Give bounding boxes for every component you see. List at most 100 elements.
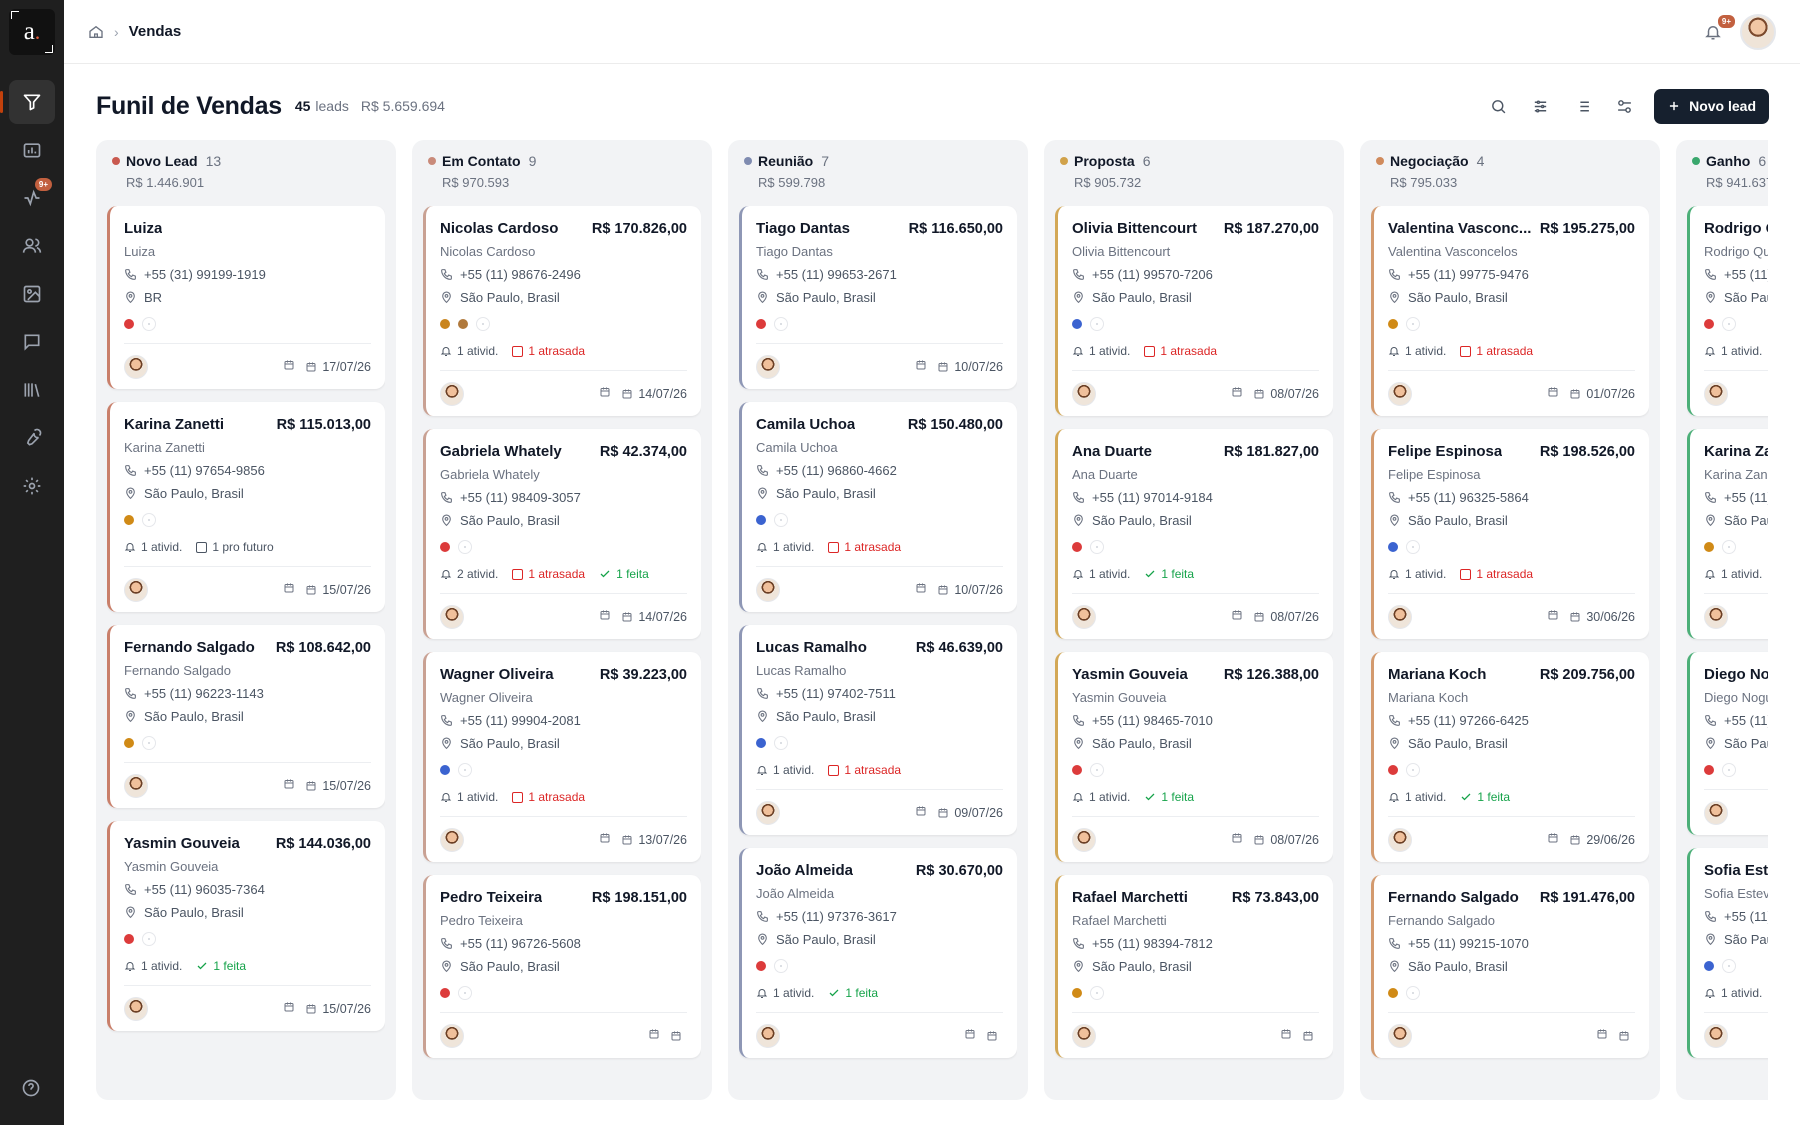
lead-card[interactable]: Diego Nogueira Diego Nogueira +55 (11) São … [1687, 652, 1768, 835]
breadcrumb-home[interactable] [88, 24, 104, 40]
activity-overdue[interactable]: 1 atrasada [1460, 344, 1533, 358]
lead-tag-dot[interactable] [1704, 319, 1714, 329]
schedule-button[interactable] [599, 832, 611, 847]
nav-activity[interactable]: 9+ [9, 176, 55, 220]
activity-future[interactable]: 1 pro futuro [196, 540, 274, 554]
activity-count[interactable]: 1 ativid. [124, 959, 182, 973]
activity-count[interactable]: 1 ativid. [1388, 567, 1446, 581]
lead-tag-dot[interactable] [1072, 988, 1082, 998]
lead-tag-dot[interactable] [1072, 542, 1082, 552]
search-button[interactable] [1482, 90, 1514, 122]
activity-overdue[interactable]: 1 atrasada [512, 790, 585, 804]
activity-overdue[interactable]: 1 atrasada [1460, 567, 1533, 581]
lead-tag-dot[interactable] [124, 934, 134, 944]
lead-tag-dot[interactable] [1388, 319, 1398, 329]
activity-done[interactable]: 1 feita [1144, 567, 1194, 581]
owner-avatar[interactable] [440, 827, 464, 852]
list-view-button[interactable] [1566, 90, 1598, 122]
lead-card[interactable]: Fernando Salgado R$ 108.642,00 Fernando Sa… [107, 625, 385, 808]
nav-tools[interactable] [9, 416, 55, 460]
activity-count[interactable]: 1 ativid. [756, 986, 814, 1000]
owner-avatar[interactable] [756, 577, 780, 602]
nav-library[interactable] [9, 368, 55, 412]
owner-avatar[interactable] [440, 604, 464, 629]
activity-overdue[interactable]: 1 atrasada [828, 763, 901, 777]
lead-tag-dot[interactable] [1704, 765, 1714, 775]
lead-card[interactable]: Karina Zanetti Karina Zanetti +55 (11) São … [1687, 429, 1768, 639]
add-tag-button[interactable] [458, 540, 472, 554]
schedule-button[interactable] [1231, 832, 1243, 847]
owner-avatar[interactable] [756, 1023, 780, 1048]
activity-overdue[interactable]: 1 atrasada [828, 540, 901, 554]
schedule-button[interactable] [599, 386, 611, 401]
column-header[interactable]: Novo Lead 13 R$ 1.446.901 [96, 140, 396, 206]
add-tag-button[interactable] [142, 736, 156, 750]
schedule-button[interactable] [915, 359, 927, 374]
owner-avatar[interactable] [1388, 1023, 1412, 1048]
schedule-button[interactable] [648, 1028, 660, 1043]
activity-count[interactable]: 1 ativid. [1704, 567, 1762, 581]
owner-avatar[interactable] [124, 354, 148, 379]
add-tag-button[interactable] [476, 317, 490, 331]
add-tag-button[interactable] [774, 317, 788, 331]
column-header[interactable]: Reunião 7 R$ 599.798 [728, 140, 1028, 206]
lead-card[interactable]: Wagner Oliveira R$ 39.223,00 Wagner Olivei… [423, 652, 701, 862]
add-tag-button[interactable] [142, 513, 156, 527]
lead-tag-dot[interactable] [1072, 765, 1082, 775]
lead-card[interactable]: Mariana Koch R$ 209.756,00 Mariana Koch +55… [1371, 652, 1649, 862]
add-tag-button[interactable] [142, 932, 156, 946]
activity-count[interactable]: 1 ativid. [1388, 790, 1446, 804]
lead-tag-dot[interactable] [756, 961, 766, 971]
lead-card[interactable]: João Almeida R$ 30.670,00 João Almeida +55 … [739, 848, 1017, 1058]
add-tag-button[interactable] [774, 959, 788, 973]
owner-avatar[interactable] [440, 381, 464, 406]
lead-card[interactable]: Tiago Dantas R$ 116.650,00 Tiago Dantas +55… [739, 206, 1017, 389]
activity-count[interactable]: 1 ativid. [440, 344, 498, 358]
schedule-button[interactable] [283, 778, 295, 793]
lead-card[interactable]: Felipe Espinosa R$ 198.526,00 Felipe Espin… [1371, 429, 1649, 639]
lead-card[interactable]: Karina Zanetti R$ 115.013,00 Karina Zanett… [107, 402, 385, 612]
lead-card[interactable]: Yasmin Gouveia R$ 144.036,00 Yasmin Gouvei… [107, 821, 385, 1031]
nav-media[interactable] [9, 272, 55, 316]
activity-count[interactable]: 1 ativid. [756, 763, 814, 777]
activity-done[interactable]: 1 feita [196, 959, 246, 973]
lead-tag-dot[interactable] [440, 765, 450, 775]
add-tag-button[interactable] [1090, 763, 1104, 777]
lead-card[interactable]: Luiza Luiza +55 (31) 99199-1919 BR 17/07/26 [107, 206, 385, 389]
activity-count[interactable]: 1 ativid. [1388, 344, 1446, 358]
schedule-button[interactable] [1231, 386, 1243, 401]
schedule-button[interactable] [1231, 609, 1243, 624]
lead-card[interactable]: Valentina Vasconc... R$ 195.275,00 Valenti… [1371, 206, 1649, 416]
schedule-button[interactable] [283, 582, 295, 597]
lead-tag-dot[interactable] [440, 988, 450, 998]
owner-avatar[interactable] [1704, 604, 1728, 629]
lead-tag-dot[interactable] [756, 319, 766, 329]
activity-done[interactable]: 1 feita [599, 567, 649, 581]
activity-overdue[interactable]: 1 atrasada [512, 344, 585, 358]
add-tag-button[interactable] [458, 986, 472, 1000]
lead-card[interactable]: Pedro Teixeira R$ 198.151,00 Pedro Teixeir… [423, 875, 701, 1058]
add-tag-button[interactable] [774, 513, 788, 527]
column-header[interactable]: Proposta 6 R$ 905.732 [1044, 140, 1344, 206]
notifications-button[interactable]: 9+ [1704, 12, 1737, 41]
lead-tag-dot[interactable] [124, 319, 134, 329]
nav-messages[interactable] [9, 320, 55, 364]
help-button[interactable] [21, 1078, 41, 1103]
add-tag-button[interactable] [1406, 317, 1420, 331]
schedule-button[interactable] [964, 1028, 976, 1043]
schedule-button[interactable] [1596, 1028, 1608, 1043]
add-tag-button[interactable] [1090, 986, 1104, 1000]
lead-card[interactable]: Gabriela Whately R$ 42.374,00 Gabriela Wha… [423, 429, 701, 639]
lead-tag-dot[interactable] [440, 542, 450, 552]
activity-done[interactable]: 1 feita [1144, 790, 1194, 804]
activity-count[interactable]: 1 ativid. [1704, 986, 1762, 1000]
lead-tag-dot[interactable] [1704, 542, 1714, 552]
lead-card[interactable]: Nicolas Cardoso R$ 170.826,00 Nicolas Card… [423, 206, 701, 416]
schedule-button[interactable] [1547, 609, 1559, 624]
add-tag-button[interactable] [1406, 986, 1420, 1000]
nav-funnel[interactable] [0, 80, 55, 124]
activity-count[interactable]: 1 ativid. [1072, 344, 1130, 358]
lead-card[interactable]: Rafael Marchetti R$ 73.843,00 Rafael March… [1055, 875, 1333, 1058]
lead-tag-dot[interactable] [124, 738, 134, 748]
activity-count[interactable]: 1 ativid. [756, 540, 814, 554]
